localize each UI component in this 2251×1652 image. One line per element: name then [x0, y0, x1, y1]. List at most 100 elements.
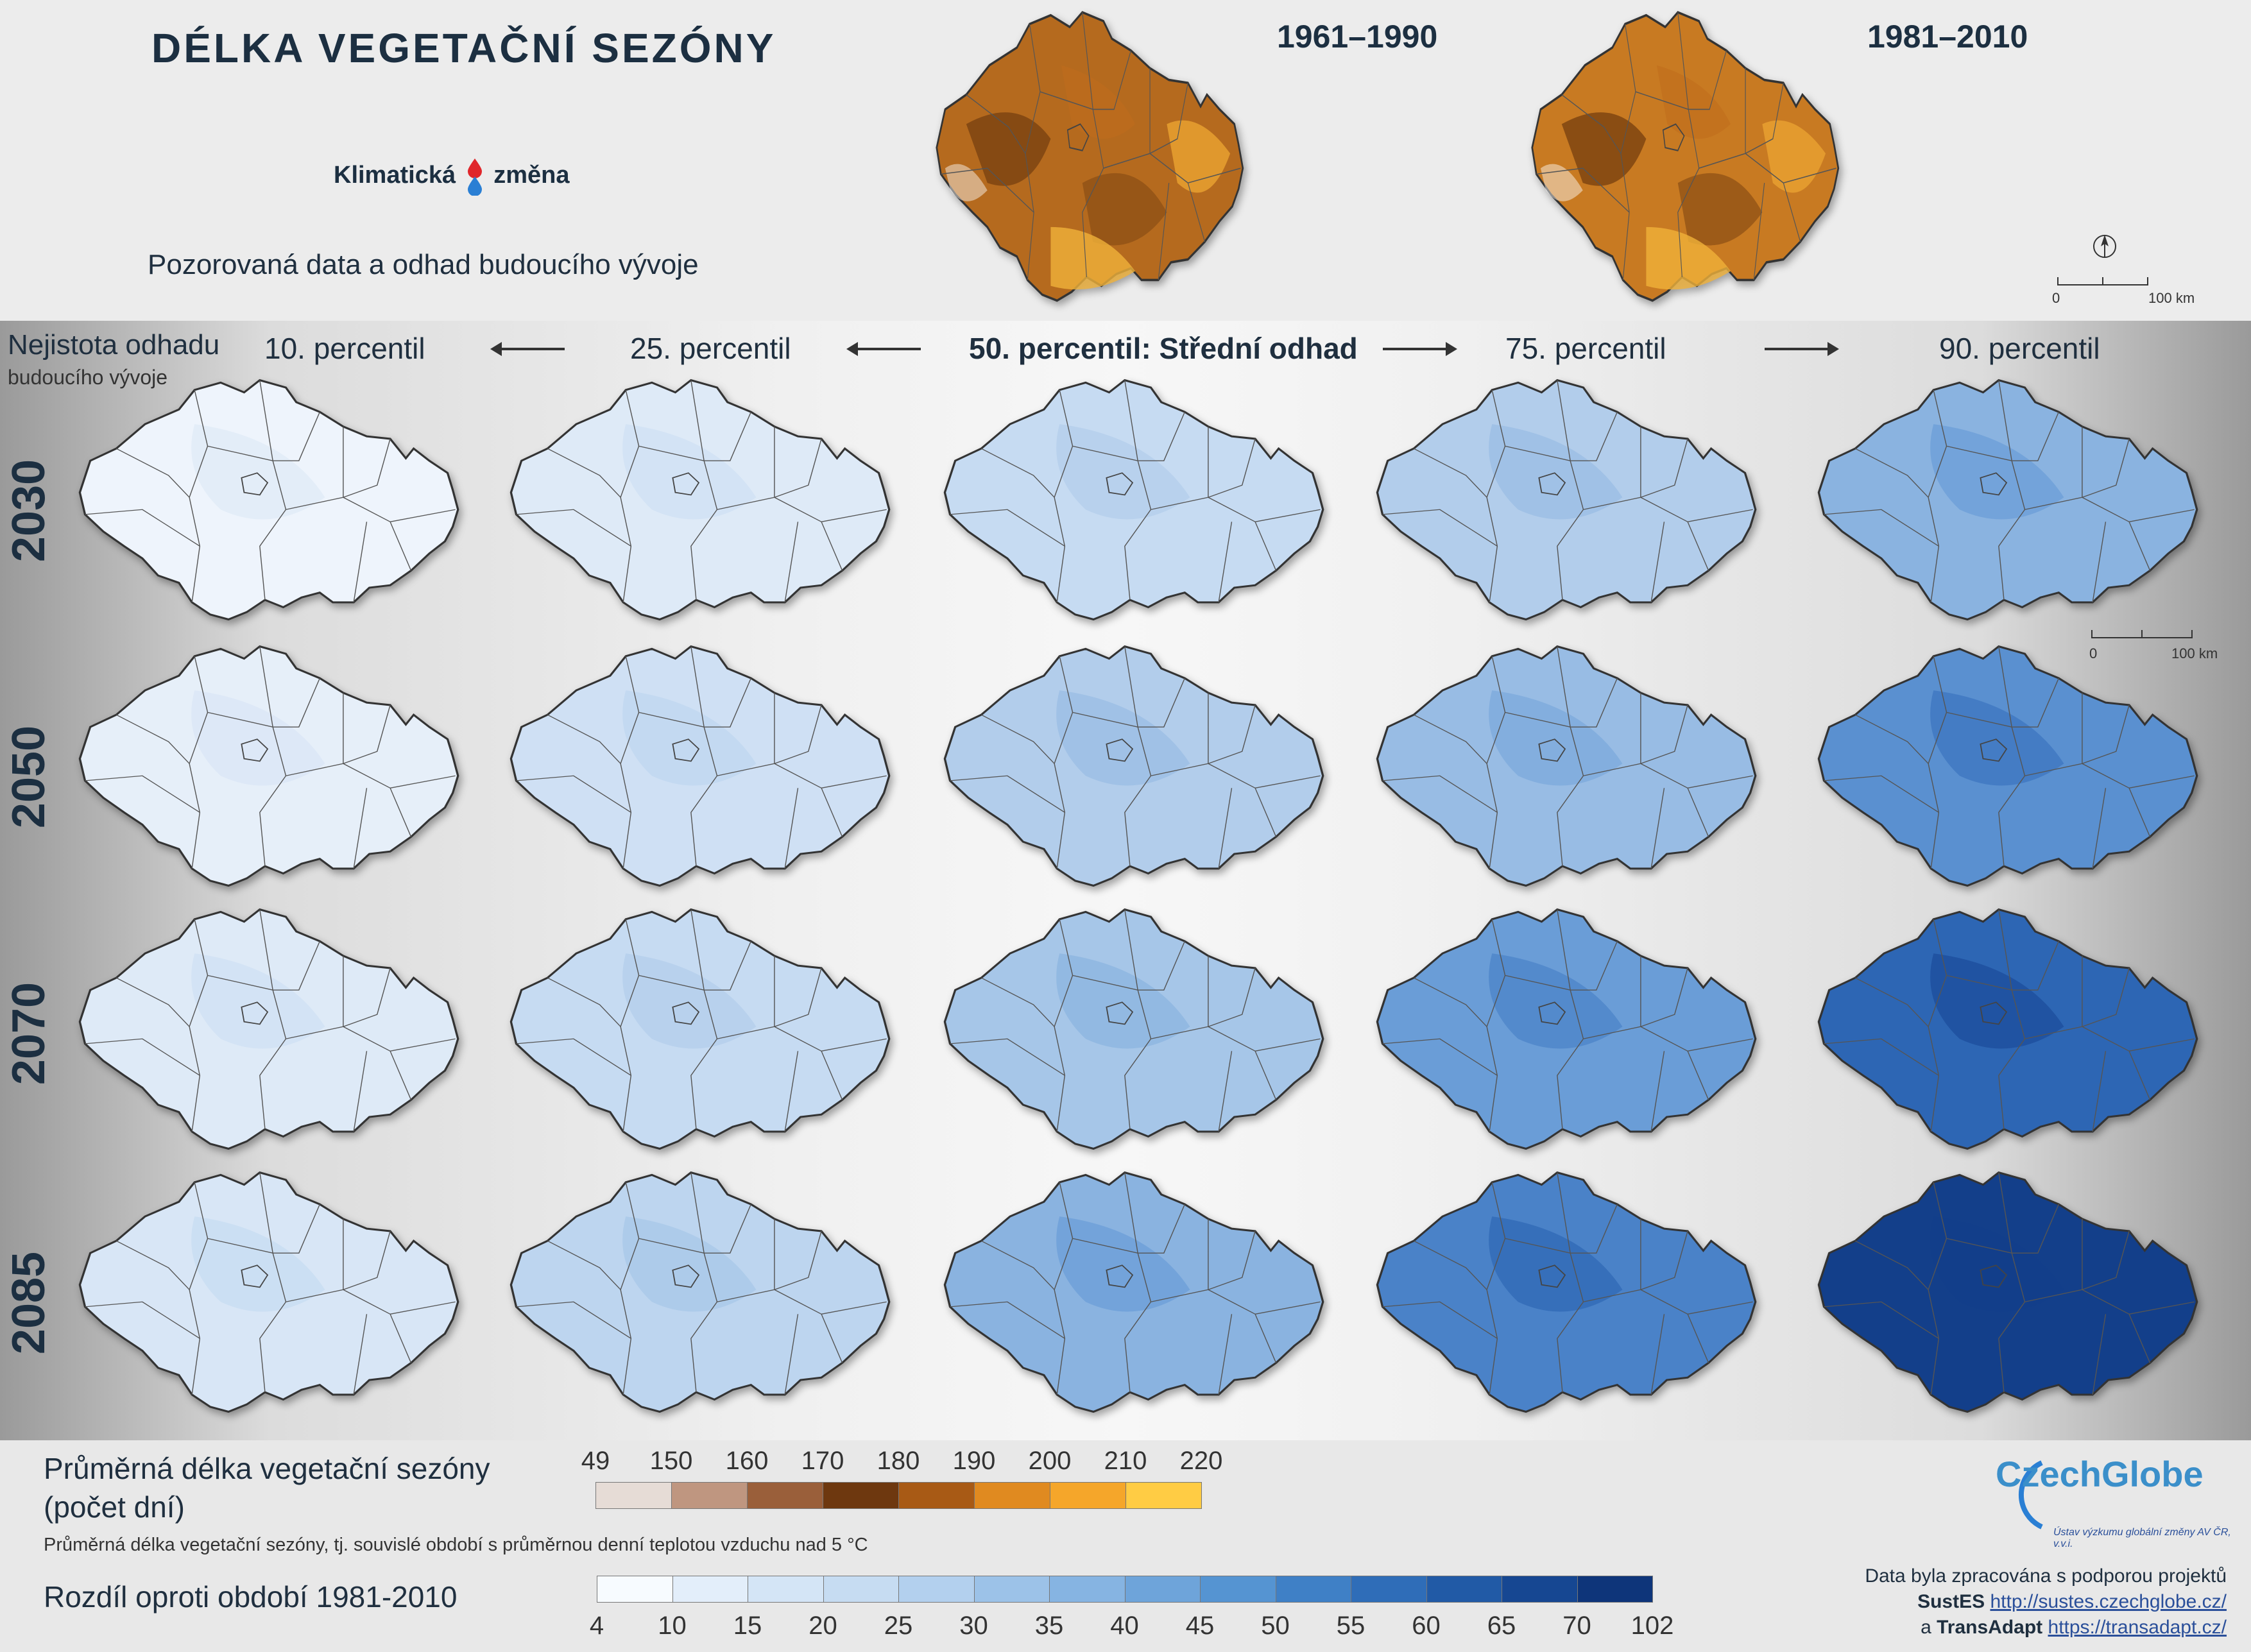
scale-tick-label: 210	[1104, 1447, 1147, 1475]
observed-map-1961-1990	[924, 6, 1251, 308]
scale-tick-label: 4	[589, 1612, 604, 1640]
scale-cell	[595, 1482, 672, 1509]
transadapt-link[interactable]: https://transadapt.cz/	[2048, 1617, 2227, 1638]
scale-tick-label: 40	[1110, 1612, 1139, 1640]
lowland-shading	[1056, 690, 1190, 786]
capital-outline	[1538, 1265, 1566, 1288]
lowland-shading	[1489, 953, 1623, 1049]
region-borders	[1382, 909, 1753, 1132]
brand-name: CzechGlobe	[1996, 1454, 2204, 1494]
lowland-shading	[1489, 424, 1623, 520]
scale-tick-label: 30	[959, 1612, 988, 1640]
region-borders	[516, 380, 887, 602]
scale-cell	[823, 1576, 899, 1603]
scale-tick-label: 15	[733, 1612, 762, 1640]
year-label-2070: 2070	[3, 982, 55, 1086]
scale-tick-label: 160	[725, 1447, 769, 1475]
region-borders	[1824, 380, 2195, 602]
region-borders	[85, 380, 456, 602]
klimaticka-zmena-logo: Klimatická změna	[334, 157, 570, 196]
logo-left: Klimatická	[334, 162, 456, 189]
observed-map-1981-2010	[1519, 6, 1847, 308]
capital-outline	[672, 472, 700, 496]
terrain-shading	[1082, 173, 1167, 246]
legend-length-title: Průměrná délka vegetační sezóny	[44, 1452, 490, 1485]
scale-tick-label: 150	[649, 1447, 693, 1475]
credits-and: a	[1921, 1617, 1931, 1638]
year-label-2085: 2085	[3, 1251, 55, 1355]
capital-outline	[1106, 472, 1134, 496]
capital-outline	[241, 738, 269, 762]
projection-map-2030-p90	[1803, 375, 2207, 626]
scale-tick-label: 55	[1336, 1612, 1365, 1640]
projection-map-2030-p10	[64, 375, 468, 626]
terrain-shading	[1540, 164, 1583, 201]
arrow-right-icon	[1383, 342, 1457, 356]
region-borders	[1382, 646, 1753, 869]
lowland-shading	[191, 953, 325, 1049]
lowland-shading	[1930, 690, 2064, 786]
projection-map-2030-p25	[495, 375, 900, 626]
terrain-shading	[1646, 226, 1731, 290]
scale-cell	[1426, 1576, 1502, 1603]
capital-outline	[1980, 1001, 2008, 1025]
region-borders	[950, 909, 1321, 1132]
capital-outline	[241, 472, 269, 496]
drops-icon	[466, 157, 483, 196]
projection-map-2050-p10	[64, 642, 468, 892]
projection-map-2050-p75	[1362, 642, 1766, 892]
scale-cell	[748, 1576, 824, 1603]
projection-map-2070-p75	[1362, 905, 1766, 1155]
legend-diff-title: Rozdíl oproti období 1981-2010	[44, 1580, 458, 1614]
scale-tick-label: 45	[1185, 1612, 1215, 1640]
scale-cell	[747, 1482, 823, 1509]
projection-map-2085-p75	[1362, 1168, 1766, 1418]
czechglobe-subtitle: Ústav výzkumu globální změny AV ČR, v.v.…	[2053, 1527, 2231, 1549]
region-borders	[85, 1172, 456, 1395]
scale-cell	[1351, 1576, 1427, 1603]
year-label-2030: 2030	[3, 459, 55, 563]
sustes-link[interactable]: http://sustes.czechglobe.cz/	[1990, 1591, 2227, 1612]
scale-cell	[974, 1482, 1050, 1509]
legend-length-note: Průměrná délka vegetační sezóny, tj. sou…	[44, 1535, 868, 1555]
terrain-shading	[1050, 226, 1136, 290]
period-label-1981: 1981–2010	[1867, 19, 2028, 55]
scale-bar-top-start: 0	[2052, 290, 2060, 306]
capital-outline	[672, 738, 700, 762]
period-label-1961: 1961–1990	[1277, 19, 1438, 55]
capital-outline	[1980, 472, 2008, 496]
scale-cell	[1049, 1576, 1126, 1603]
north-arrow-icon	[2092, 231, 2118, 269]
capital-outline	[672, 1001, 700, 1025]
terrain-shading	[966, 112, 1051, 186]
credits-line3: a TransAdapt https://transadapt.cz/	[1649, 1617, 2227, 1639]
legend-length-unit: (počet dní)	[44, 1490, 185, 1524]
region-borders	[516, 909, 887, 1132]
terrain-shading	[1061, 65, 1136, 139]
lowland-shading	[1489, 1216, 1623, 1312]
czechglobe-logo: CzechGlobe	[1996, 1453, 2204, 1495]
terrain-shading	[1677, 173, 1763, 246]
scale-cell	[1126, 1482, 1202, 1509]
lowland-shading	[191, 1216, 325, 1312]
projection-map-2085-p90	[1803, 1168, 2207, 1418]
scale-cell	[597, 1576, 673, 1603]
terrain-shading	[1762, 120, 1826, 193]
scale-cell	[1050, 1482, 1126, 1509]
arrow-left-icon	[846, 342, 921, 356]
scale-tick-label: 10	[658, 1612, 687, 1640]
column-head-p75: 75. percentil	[1505, 332, 1666, 365]
scale-bar-top	[2057, 276, 2150, 291]
scale-cell	[1275, 1576, 1351, 1603]
region-borders	[1824, 1172, 2195, 1395]
lowland-shading	[1056, 424, 1190, 520]
scale-tick-label: 70	[1562, 1612, 1591, 1640]
lowland-shading	[1489, 690, 1623, 786]
scale-tick-label: 102	[1630, 1612, 1674, 1640]
projection-map-2070-p50	[929, 905, 1333, 1155]
scale-tick-label: 25	[884, 1612, 913, 1640]
scale-cell	[671, 1482, 748, 1509]
project-transadapt: TransAdapt	[1937, 1617, 2043, 1638]
scale-cell	[973, 1576, 1050, 1603]
region-borders	[516, 1172, 887, 1395]
